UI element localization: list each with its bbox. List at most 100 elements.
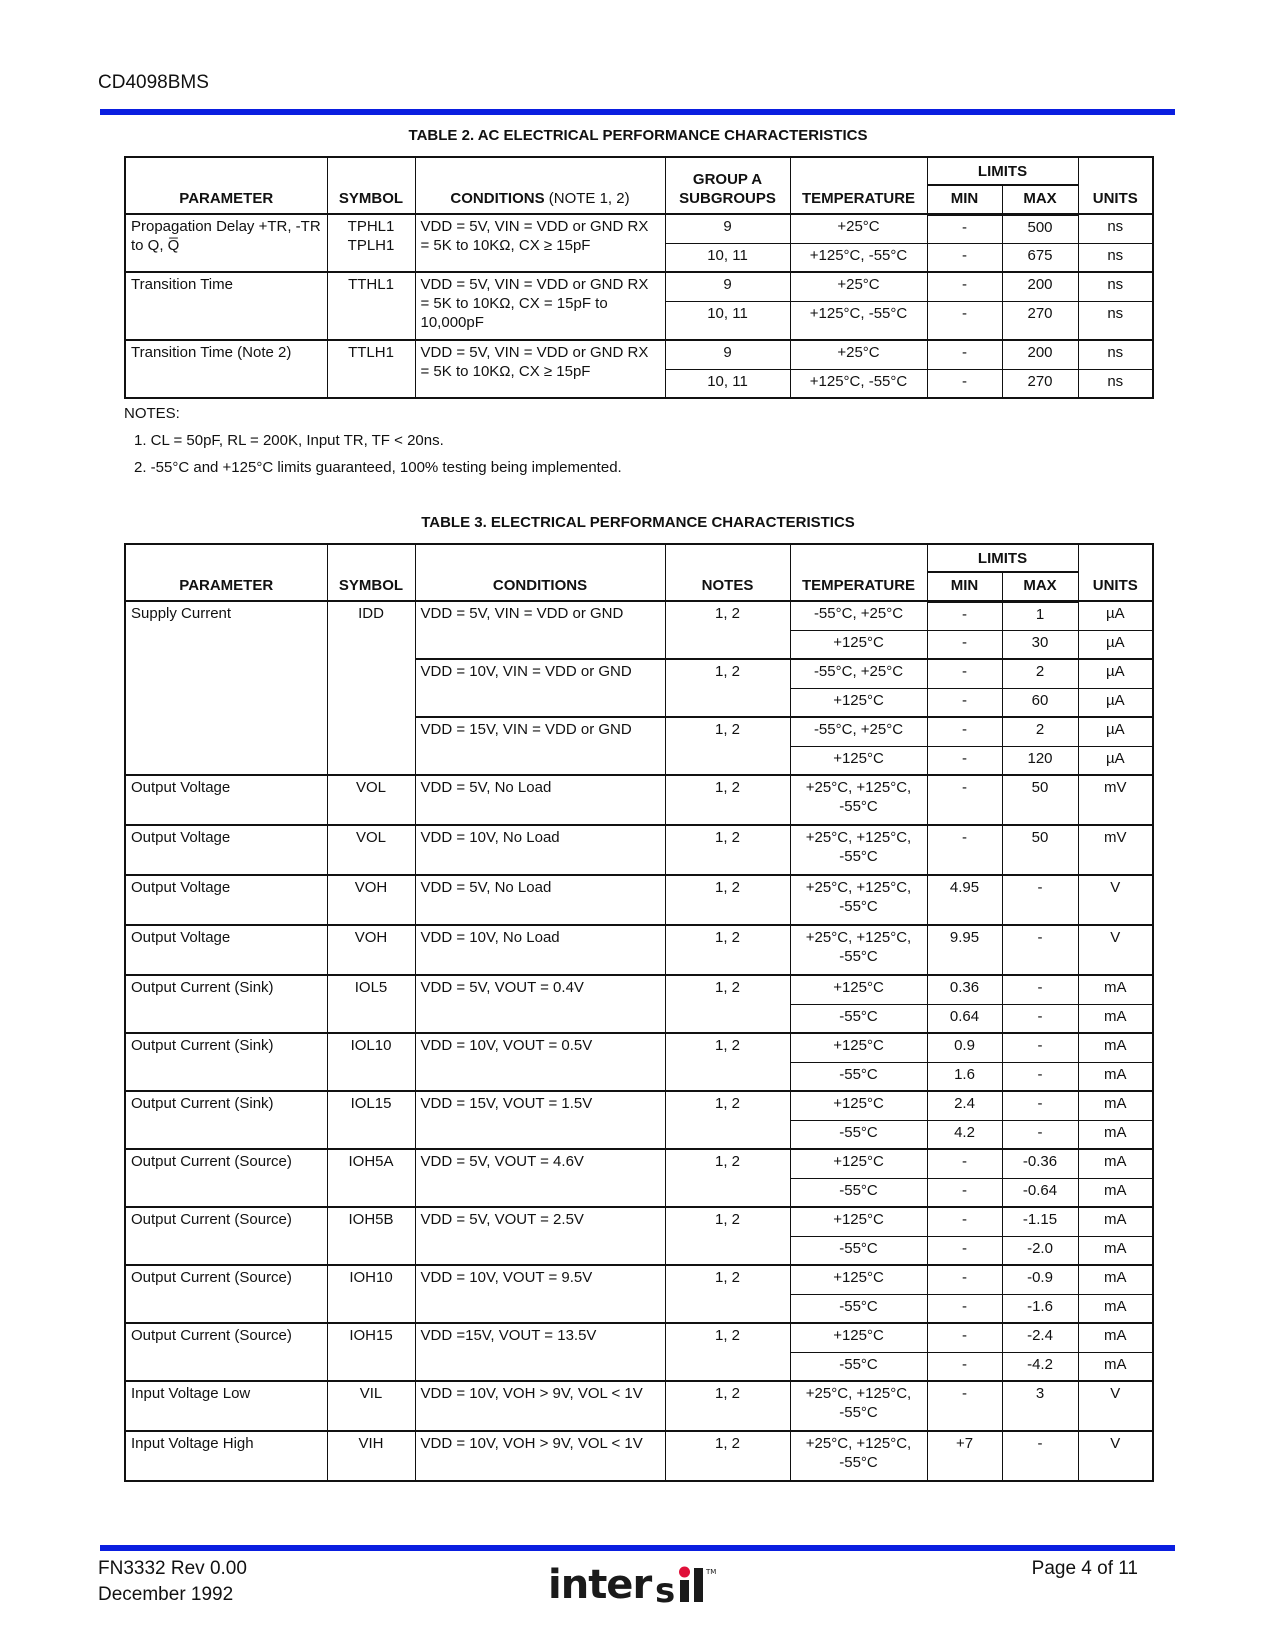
units-cell: µA	[1077, 716, 1154, 747]
header-col4: NOTES	[664, 543, 791, 602]
parameter-cell: Input Voltage Low	[124, 1380, 328, 1432]
conditions-cell: VDD = 10V, No Load	[414, 824, 666, 876]
table3-title: TABLE 3. ELECTRICAL PERFORMANCE CHARACTE…	[421, 514, 855, 531]
max-cell: 30	[1001, 629, 1079, 660]
units-cell: mA	[1077, 1293, 1154, 1324]
symbol-cell: IOH10	[326, 1264, 416, 1324]
units-cell: µA	[1077, 629, 1154, 660]
table-row: Output Current (Source) IOH5A VDD = 5V, VO…	[124, 1148, 1154, 1208]
svg-text:TM: TM	[705, 1568, 716, 1576]
max-cell: -2.0	[1001, 1235, 1079, 1266]
temperature-cell: +25°C	[789, 213, 928, 244]
conditions-cell: VDD = 15V, VOUT = 1.5V	[414, 1090, 666, 1150]
notes-cell: 1, 2	[664, 874, 791, 926]
temperature-cell: +125°C, -55°C	[789, 242, 928, 273]
min-cell: -	[926, 629, 1003, 660]
header-limits: LIMITS	[926, 543, 1079, 573]
subgroup-cell: 10, 11	[664, 242, 791, 273]
table-row: 10, 11 +125°C, -55°C -675 ns	[125, 242, 1154, 273]
table-row: Supply Current IDD VDD = 5V, VIN = VDD or …	[124, 600, 1154, 776]
subgroup-cell: 9	[664, 339, 791, 370]
units-cell: mV	[1077, 824, 1154, 876]
svg-text:inter: inter	[548, 1562, 652, 1607]
conditions-cell: VDD = 5V, No Load	[414, 874, 666, 926]
symbol-cell: IOL10	[326, 1032, 416, 1092]
temperature-cell: -55°C	[789, 1061, 928, 1092]
units-cell: µA	[1077, 600, 1154, 631]
table-row: -55°C - -0.64 mA	[125, 1177, 1154, 1208]
temperature-cell: +25°C, +125°C, -55°C	[789, 874, 928, 926]
table-row: -55°C - -4.2 mA	[125, 1351, 1154, 1382]
header-symbol: SYMBOL	[326, 543, 416, 602]
max-cell: -0.36	[1001, 1148, 1079, 1179]
temperature-cell: +25°C	[789, 339, 928, 370]
max-cell: -1.15	[1001, 1206, 1079, 1237]
max-cell: -	[1001, 1090, 1079, 1121]
conditions-cell: VDD = 5V, VIN = VDD or GND RX = 5K to 10…	[414, 271, 666, 341]
units-cell: µA	[1077, 658, 1154, 689]
units-cell: mA	[1077, 1003, 1154, 1034]
notes-cell: 1, 2	[664, 1032, 791, 1092]
parameter-cell: Output Current (Source)	[124, 1264, 328, 1324]
min-cell: -	[926, 1351, 1003, 1382]
notes-cell: 1, 2	[664, 1090, 791, 1150]
notes-cell: 1, 2	[664, 716, 791, 776]
units-cell: mA	[1077, 1061, 1154, 1092]
symbol-cell: IOL15	[326, 1090, 416, 1150]
units-cell: V	[1077, 1430, 1154, 1482]
units-cell: mA	[1077, 1032, 1154, 1063]
notes-cell: 1, 2	[664, 974, 791, 1034]
conditions-cell: VDD = 10V, VOUT = 0.5V	[414, 1032, 666, 1092]
max-cell: 200	[1001, 271, 1079, 302]
parameter-cell: Output Voltage	[124, 874, 328, 926]
conditions-cell: VDD = 10V, VOH > 9V, VOL < 1V	[414, 1430, 666, 1482]
conditions-cell: VDD = 5V, VOUT = 2.5V	[414, 1206, 666, 1266]
units-cell: ns	[1077, 271, 1154, 302]
max-cell: 270	[1001, 300, 1079, 341]
max-cell: -	[1001, 1061, 1079, 1092]
header-units: UNITS	[1077, 156, 1154, 215]
temperature-cell: +125°C	[789, 687, 928, 718]
note-2: 2. -55°C and +125°C limits guaranteed, 1…	[134, 459, 622, 476]
min-cell: 4.2	[926, 1119, 1003, 1150]
parameter-cell: Input Voltage High	[124, 1430, 328, 1482]
notes-cell: 1, 2	[664, 1430, 791, 1482]
temperature-cell: -55°C	[789, 1235, 928, 1266]
notes-cell: 1, 2	[664, 1206, 791, 1266]
temperature-cell: +25°C	[789, 271, 928, 302]
units-cell: V	[1077, 924, 1154, 976]
conditions-cell: VDD = 10V, VOUT = 9.5V	[414, 1264, 666, 1324]
parameter-cell: Output Voltage	[124, 774, 328, 826]
symbol-cell: VIL	[326, 1380, 416, 1432]
table-row: +125°C -60 µA	[125, 687, 1154, 718]
conditions-cell: VDD = 5V, VIN = VDD or GND RX = 5K to 10…	[414, 339, 666, 399]
conditions-cell: VDD = 10V, VOH > 9V, VOL < 1V	[414, 1380, 666, 1432]
max-cell: -2.4	[1001, 1322, 1079, 1353]
max-cell: 3	[1001, 1380, 1079, 1432]
table-row: Output Current (Source) IOH10 VDD = 10V, V…	[124, 1264, 1154, 1324]
temperature-cell: -55°C	[789, 1293, 928, 1324]
notes-label: NOTES:	[124, 405, 180, 422]
symbol-cell: TTHL1	[326, 271, 416, 341]
max-cell: -	[1001, 1119, 1079, 1150]
conditions-cell: VDD = 10V, VIN = VDD or GND	[414, 658, 666, 718]
parameter-cell: Output Current (Sink)	[124, 1032, 328, 1092]
max-cell: -	[1001, 1032, 1079, 1063]
max-cell: -0.9	[1001, 1264, 1079, 1295]
units-cell: V	[1077, 874, 1154, 926]
header-min: MIN	[926, 571, 1003, 603]
temperature-cell: +125°C	[789, 745, 928, 776]
max-cell: -	[1001, 1430, 1079, 1482]
temperature-cell: +125°C	[789, 1090, 928, 1121]
header-col4: GROUP A SUBGROUPS	[664, 156, 791, 215]
max-cell: 50	[1001, 774, 1079, 826]
notes-cell: 1, 2	[664, 600, 791, 660]
header-conditions-label: CONDITIONS	[492, 577, 588, 594]
temperature-cell: -55°C, +25°C	[789, 600, 928, 631]
min-cell: -	[926, 658, 1003, 689]
document-id: CD4098BMS	[98, 72, 209, 93]
table-row: +125°C -30 µA	[125, 629, 1154, 660]
table-row: -55°C - -1.6 mA	[125, 1293, 1154, 1324]
symbol-cell: VIH	[326, 1430, 416, 1482]
min-cell: +7	[926, 1430, 1003, 1482]
